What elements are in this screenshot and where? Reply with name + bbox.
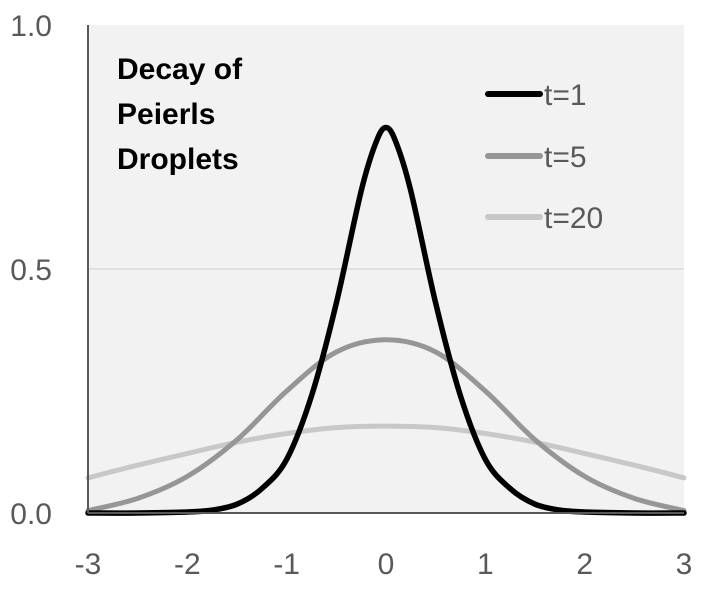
x-tick-label: 3 [676,548,693,581]
legend-label: t=1 [544,79,587,112]
x-tick-label: -2 [174,548,201,581]
series-line-t=5 [85,337,687,514]
legend-item-t=20: t=20 [485,202,603,235]
legend-label: t=20 [544,202,603,235]
x-tick-label: -3 [75,548,102,581]
series-layer [85,124,687,516]
y-tick-label: 0.5 [10,254,52,287]
x-tick-label: 0 [378,548,395,581]
x-tick-label: 1 [477,548,494,581]
chart-title-line-3: Droplets [117,143,239,176]
x-tick-label: 2 [576,548,593,581]
series-line-t=20 [85,423,687,481]
legend-item-t=1: t=1 [485,79,587,112]
legend-label: t=5 [544,141,587,174]
x-tick-label: -1 [273,548,300,581]
chart-title: Decay of Peierls Droplets [117,53,243,176]
y-tick-label: 1.0 [10,10,52,43]
chart-title-line-2: Peierls [117,98,215,131]
series-line-t=1 [85,124,687,516]
legend: t=1 t=5 t=20 [485,79,603,235]
y-tick-labels: 0.0 0.5 1.0 [10,10,52,531]
chart-title-line-1: Decay of [117,53,243,86]
legend-item-t=5: t=5 [485,141,587,174]
y-tick-label: 0.0 [10,498,52,531]
x-tick-labels: -3 -2 -1 0 1 2 3 [75,548,693,581]
